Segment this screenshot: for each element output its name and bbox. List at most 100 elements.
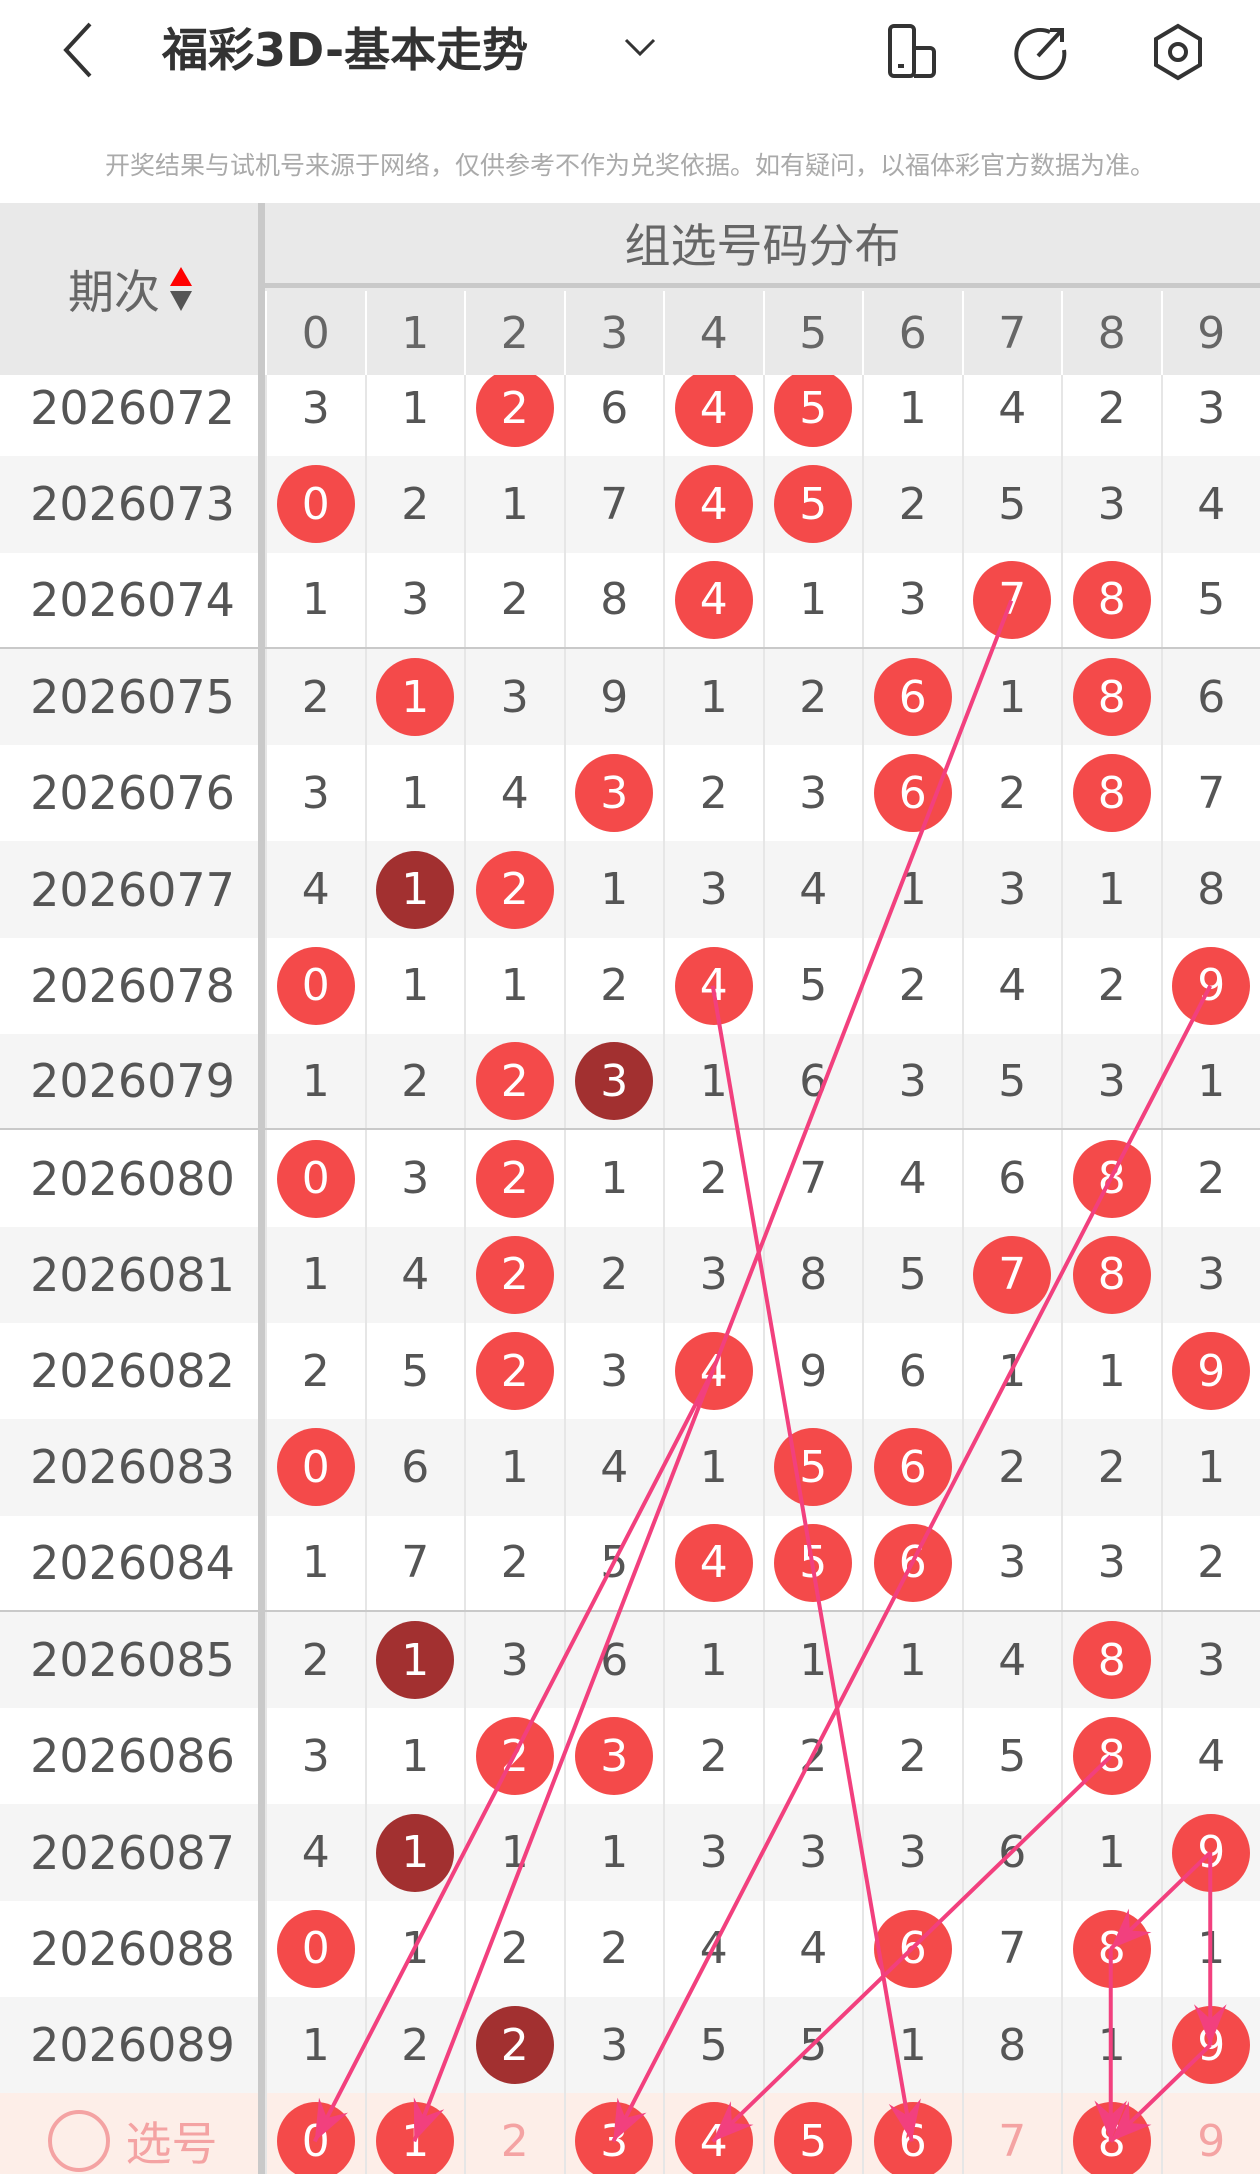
hit-ball: 4: [674, 1523, 753, 1602]
hit-ball: 4: [674, 465, 753, 544]
hit-ball: 5: [774, 369, 853, 448]
page-title[interactable]: 福彩3D-基本走势: [162, 23, 529, 77]
miss-value: 5: [600, 1537, 629, 1589]
miss-value: 5: [998, 478, 1027, 530]
select-toggle[interactable]: 选号: [0, 2093, 265, 2174]
miss-value: 1: [1197, 1923, 1226, 1975]
miss-value: 1: [898, 2019, 927, 2071]
miss-value: 4: [998, 382, 1027, 434]
number-cell: 6: [364, 1419, 465, 1516]
number-cell: 1: [762, 1611, 863, 1709]
select-number-cell[interactable]: 4: [663, 2093, 763, 2174]
number-cell: 2: [961, 745, 1062, 842]
back-button[interactable]: [58, 20, 108, 80]
number-cell: 1: [364, 648, 465, 746]
number-cell: 3: [862, 1034, 962, 1129]
miss-value: 1: [699, 1055, 728, 1107]
select-number-cell[interactable]: 1: [364, 2093, 465, 2174]
miss-value: 2: [600, 1923, 629, 1975]
miss-value: 4: [500, 767, 529, 819]
miss-value: 4: [401, 1249, 430, 1301]
miss-value: 2: [799, 1730, 828, 1782]
number-cell: 6: [961, 1804, 1062, 1901]
number-cell: 2: [1061, 937, 1161, 1035]
miss-value: 2: [1097, 1441, 1126, 1493]
table-row: 2026076 3 1 4 3 2 3 6 2 8 7: [0, 745, 1260, 842]
number-cell: 3: [1160, 360, 1260, 457]
number-cell: 1: [364, 1900, 465, 1998]
hit-ball: 7: [973, 1235, 1052, 1314]
number-cell: 2: [862, 1708, 962, 1805]
number-cell: 2: [464, 1034, 564, 1129]
number-cell: 2: [364, 456, 465, 553]
number-cell: 4: [762, 1900, 863, 1998]
select-number-cell[interactable]: 9: [1160, 2093, 1260, 2174]
miss-value: 1: [500, 1441, 529, 1493]
title-dropdown[interactable]: [622, 28, 658, 68]
number-cell: 4: [663, 937, 763, 1035]
miss-value: 6: [1197, 671, 1226, 723]
table-row: 2026077 4 1 2 1 3 4 1 3 1 8: [0, 841, 1260, 938]
table-row: 2026081 1 4 2 2 3 8 5 7 8 3: [0, 1226, 1260, 1323]
share-button[interactable]: [1012, 22, 1072, 82]
select-number-cell[interactable]: 0: [265, 2093, 365, 2174]
number-cell: 1: [265, 1515, 365, 1610]
hit-ball: 2: [475, 850, 554, 929]
period-label: 2026080: [30, 1151, 235, 1206]
number-cell: 2: [364, 1034, 465, 1129]
miss-value: 3: [898, 574, 927, 626]
selected-ball: 5: [774, 2102, 853, 2174]
number-cell: 3: [961, 1515, 1062, 1610]
select-number-cell[interactable]: 5: [762, 2093, 863, 2174]
number-cell: 2: [1160, 1130, 1260, 1227]
miss-value: 2: [699, 1730, 728, 1782]
number-cell: 3: [762, 1804, 863, 1901]
hit-ball: 7: [973, 560, 1052, 639]
device-button[interactable]: [884, 22, 944, 82]
miss-value: 1: [998, 671, 1027, 723]
number-cell: 3: [1160, 1226, 1260, 1323]
number-cell: 1: [1061, 1322, 1161, 1420]
miss-value: 2: [401, 2019, 430, 2071]
selected-ball: 4: [674, 2102, 753, 2174]
miss-value: 2: [699, 1153, 728, 1205]
miss-value: 3: [600, 1345, 629, 1397]
number-cell: 4: [862, 1130, 962, 1227]
number-cell: 1: [364, 841, 465, 938]
hit-ball: 8: [1072, 1235, 1151, 1314]
number-cell: 8: [762, 1226, 863, 1323]
miss-value: 3: [1097, 478, 1126, 530]
number-cell: 0: [265, 1419, 365, 1516]
digit-header: 4: [663, 291, 763, 375]
miss-value: 3: [401, 1153, 430, 1205]
miss-value: 4: [1197, 1730, 1226, 1782]
select-number-cell[interactable]: 3: [563, 2093, 664, 2174]
miss-value: 2: [301, 671, 330, 723]
number-cell: 3: [1160, 1611, 1260, 1709]
miss-value: 1: [401, 1923, 430, 1975]
selected-ball: 0: [276, 2102, 355, 2174]
table-row: 2026088 0 1 2 2 4 4 6 7 8 1: [0, 1900, 1260, 1998]
select-number-cell[interactable]: 6: [862, 2093, 962, 2174]
radio-circle-icon[interactable]: [47, 2110, 110, 2173]
number-cell: 5: [862, 1226, 962, 1323]
select-number-cell[interactable]: 7: [961, 2093, 1062, 2174]
number-cell: 1: [364, 1611, 465, 1709]
number-cell: 2: [862, 456, 962, 553]
miss-value: 5: [1197, 574, 1226, 626]
miss-value: 7: [401, 1537, 430, 1589]
period-header[interactable]: 期次: [0, 203, 262, 375]
miss-value: 3: [799, 767, 828, 819]
number-cell: 1: [1061, 1997, 1161, 2094]
number-cell: 2: [464, 552, 564, 647]
settings-button[interactable]: [1148, 22, 1208, 82]
select-number-cell[interactable]: 2: [464, 2093, 564, 2174]
number-cell: 2: [1061, 1419, 1161, 1516]
number-cell: 6: [862, 648, 962, 746]
select-number-cell[interactable]: 8: [1061, 2093, 1161, 2174]
number-cell: 1: [1061, 841, 1161, 938]
miss-value: 3: [699, 864, 728, 916]
number-cell: 1: [1160, 1419, 1260, 1516]
hit-ball: 5: [774, 465, 853, 544]
